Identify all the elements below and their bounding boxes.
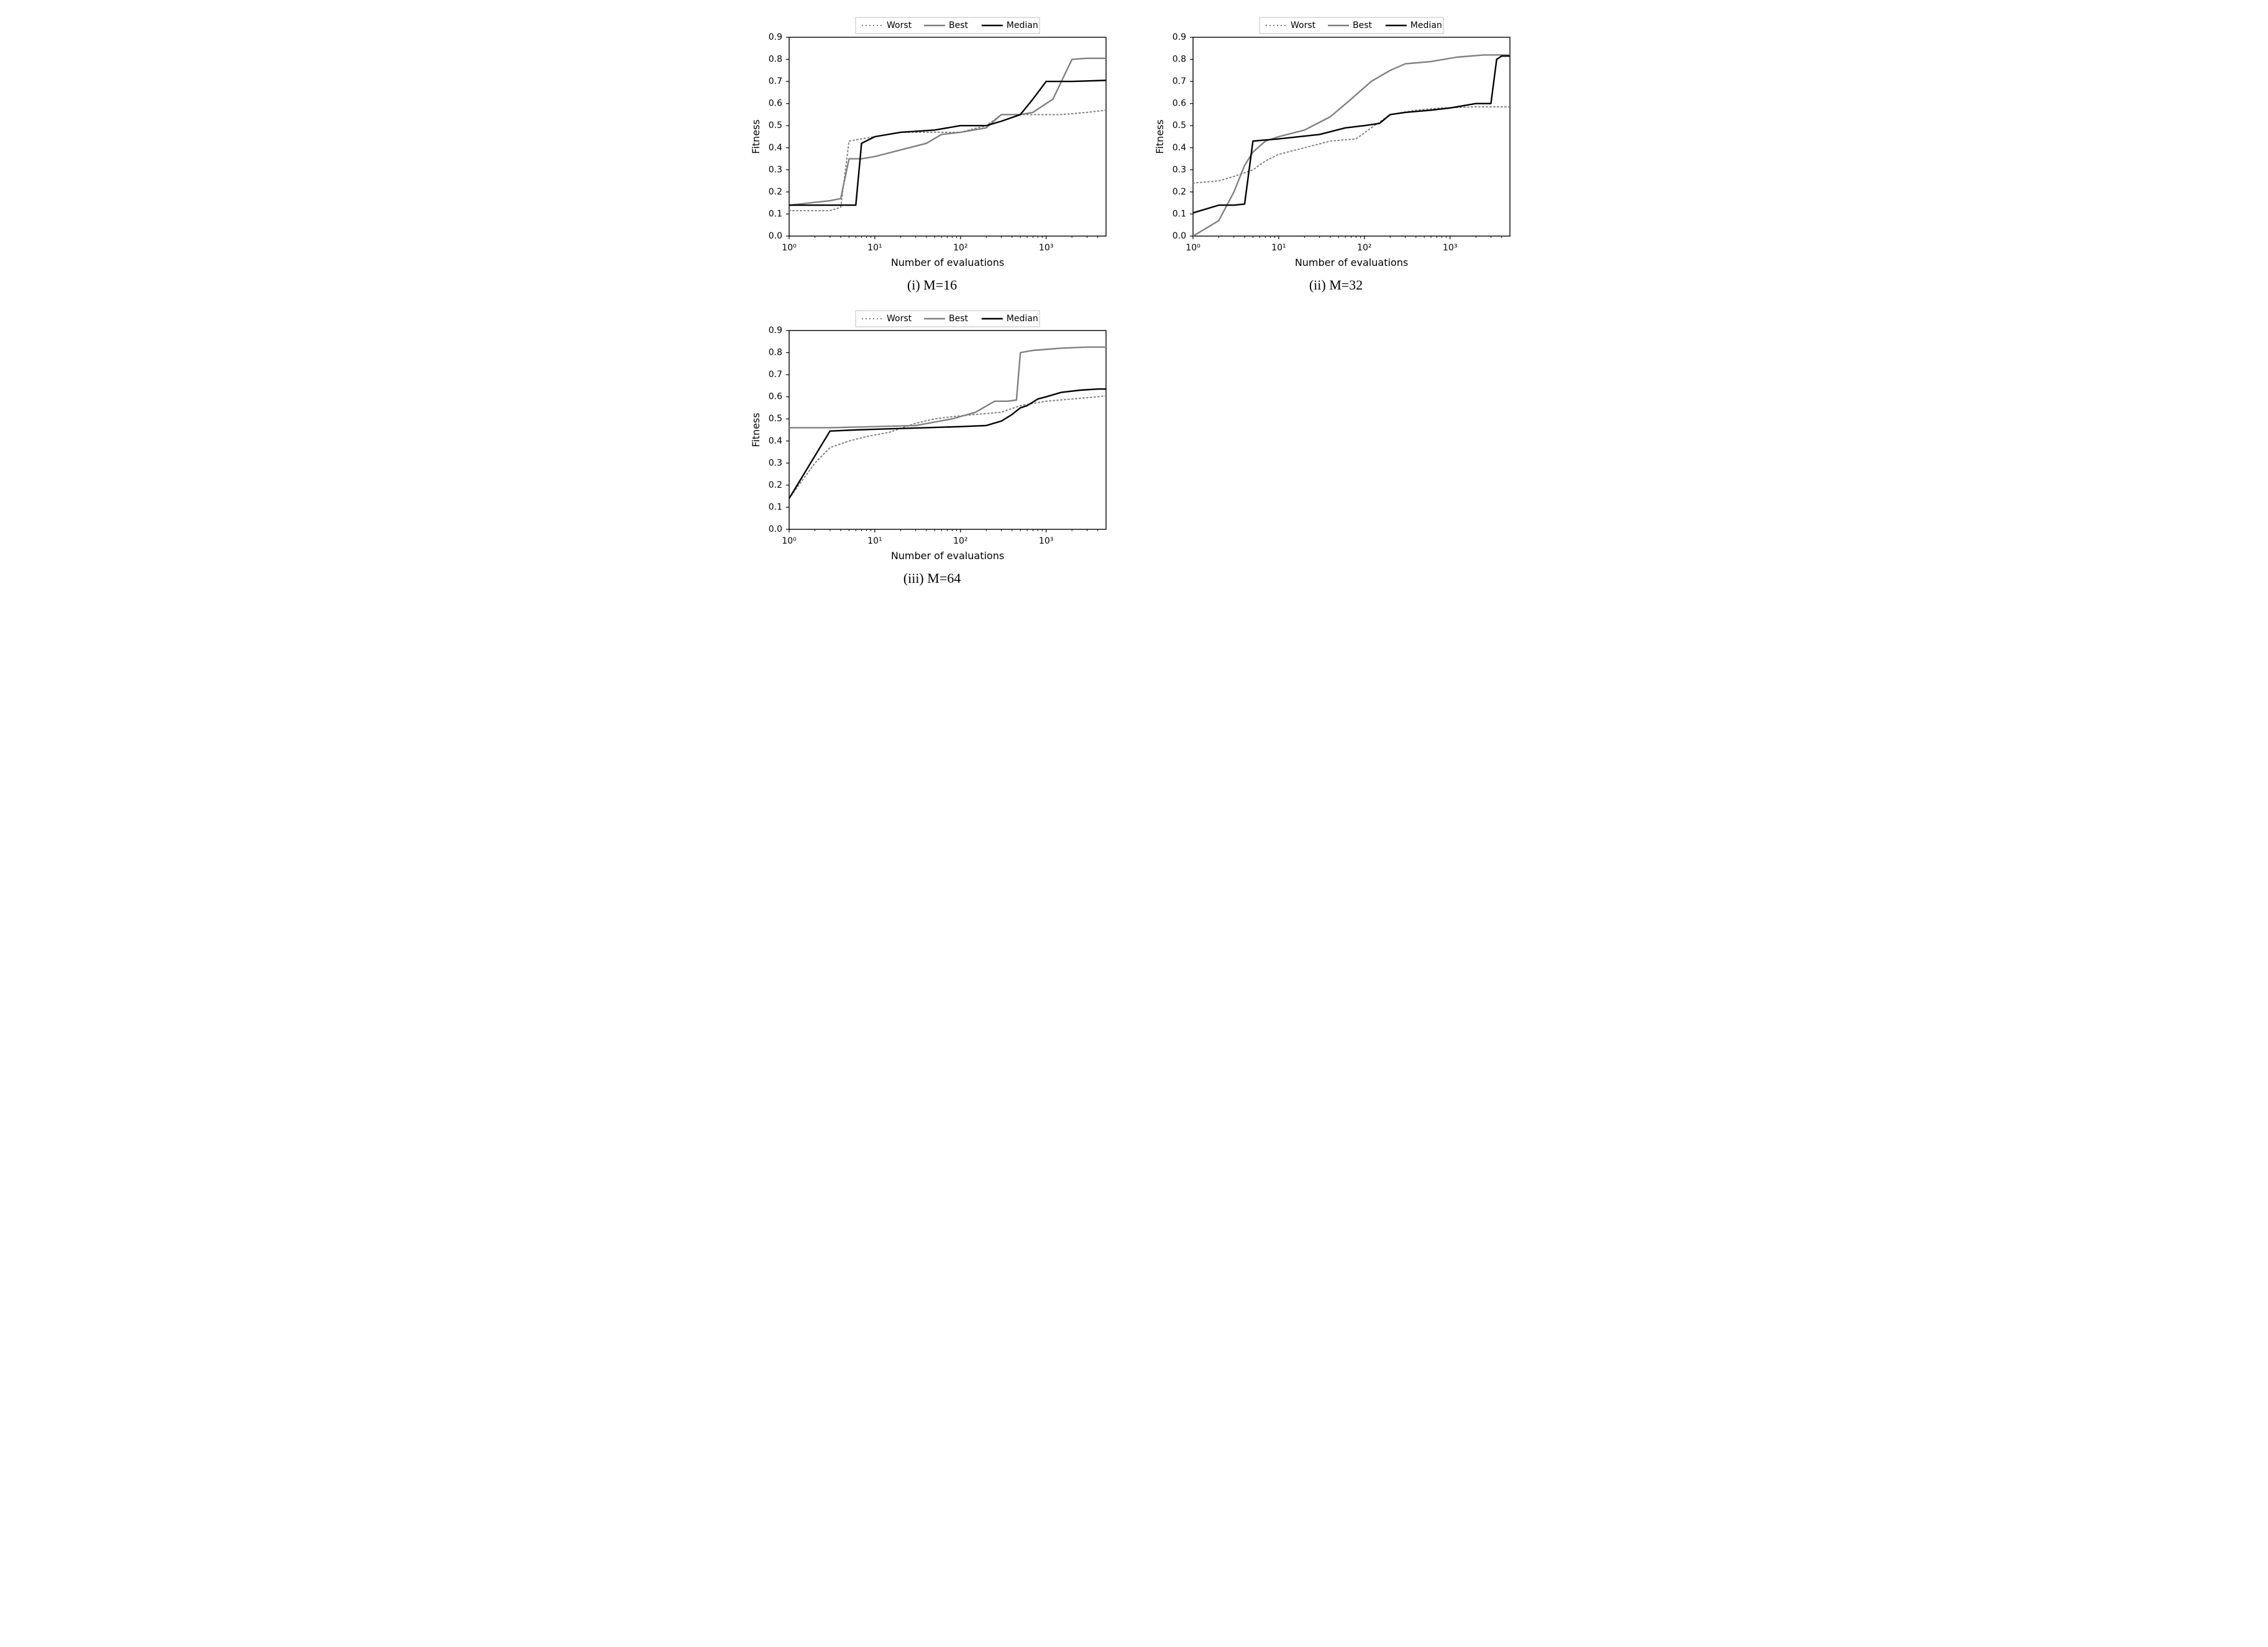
ytick-label: 0.7 bbox=[769, 76, 782, 86]
y-axis-label: Fitness bbox=[750, 413, 762, 447]
panel-caption: (i) M=16 bbox=[907, 277, 957, 293]
legend: Worst Best Median bbox=[1260, 17, 1443, 34]
ytick-label: 0.4 bbox=[769, 143, 782, 153]
ytick-label: 0.3 bbox=[769, 165, 782, 175]
ytick-label: 0.8 bbox=[769, 55, 782, 65]
ytick-label: 0.6 bbox=[769, 392, 782, 402]
legend-label: Worst bbox=[887, 314, 912, 324]
ytick-label: 0.3 bbox=[1173, 165, 1186, 175]
xtick-label: 10² bbox=[953, 536, 967, 546]
ytick-label: 0.7 bbox=[769, 370, 782, 380]
ytick-label: 0.1 bbox=[769, 209, 782, 219]
ytick-label: 0.6 bbox=[769, 99, 782, 109]
figure-grid: 0.0 0.1 0.2 0.3 0.4 0.5 0.6 0.7 0.8 0.9 10⁰ 10¹ 10² 1… bbox=[743, 12, 1525, 586]
xtick-label: 10¹ bbox=[1271, 243, 1286, 253]
ytick-label: 0.2 bbox=[1173, 187, 1186, 197]
ytick-label: 0.5 bbox=[1173, 121, 1186, 130]
y-axis-label: Fitness bbox=[750, 119, 762, 153]
legend-label: Best bbox=[1353, 21, 1373, 30]
ytick-label: 0.9 bbox=[769, 326, 782, 335]
legend-label: Best bbox=[949, 21, 969, 30]
xtick-label: 10² bbox=[1357, 243, 1371, 253]
ytick-label: 0.5 bbox=[769, 414, 782, 424]
x-axis-label: Number of evaluations bbox=[891, 550, 1004, 562]
xtick-label: 10⁰ bbox=[782, 243, 797, 253]
xtick-label: 10¹ bbox=[867, 536, 882, 546]
xtick-label: 10³ bbox=[1039, 536, 1053, 546]
panel-caption: (ii) M=32 bbox=[1309, 277, 1363, 293]
ytick-label: 0.0 bbox=[769, 524, 782, 534]
legend-label: Median bbox=[1007, 21, 1038, 30]
legend-label: Median bbox=[1411, 21, 1442, 30]
ytick-label: 0.7 bbox=[1173, 76, 1186, 86]
ytick-label: 0.8 bbox=[769, 348, 782, 358]
legend-label: Worst bbox=[887, 21, 912, 30]
legend-label: Median bbox=[1007, 314, 1038, 324]
ytick-label: 0.1 bbox=[769, 502, 782, 512]
panel-caption: (iii) M=64 bbox=[903, 570, 961, 586]
legend: Worst Best Median bbox=[856, 17, 1040, 34]
chart-panel-m32: 0.0 0.1 0.2 0.3 0.4 0.5 0.6 0.7 0.8 0.9 10⁰ 10¹ 10² 1… bbox=[1146, 12, 1525, 293]
ytick-label: 0.9 bbox=[1173, 32, 1186, 42]
x-axis-label: Number of evaluations bbox=[1295, 257, 1408, 268]
ytick-label: 0.4 bbox=[1173, 143, 1186, 153]
xtick-label: 10³ bbox=[1039, 243, 1053, 253]
ytick-label: 0.6 bbox=[1173, 99, 1186, 109]
chart-panel-m64: 0.0 0.1 0.2 0.3 0.4 0.5 0.6 0.7 0.8 0.9 10⁰ 10¹ 10² 1… bbox=[743, 306, 1122, 586]
ytick-label: 0.5 bbox=[769, 121, 782, 130]
xtick-label: 10³ bbox=[1443, 243, 1457, 253]
legend: Worst Best Median bbox=[856, 311, 1040, 327]
xtick-label: 10⁰ bbox=[782, 536, 797, 546]
ytick-label: 0.1 bbox=[1173, 209, 1186, 219]
ytick-label: 0.3 bbox=[769, 458, 782, 468]
x-axis-label: Number of evaluations bbox=[891, 257, 1004, 268]
chart-panel-m16: 0.0 0.1 0.2 0.3 0.4 0.5 0.6 0.7 0.8 0.9 10⁰ 10¹ 10² 1… bbox=[743, 12, 1122, 293]
ytick-label: 0.8 bbox=[1173, 55, 1186, 65]
ytick-label: 0.0 bbox=[769, 231, 782, 241]
ytick-label: 0.4 bbox=[769, 436, 782, 446]
y-axis-label: Fitness bbox=[1154, 119, 1166, 153]
ytick-label: 0.2 bbox=[769, 187, 782, 197]
xtick-label: 10² bbox=[953, 243, 967, 253]
ytick-label: 0.0 bbox=[1173, 231, 1186, 241]
ytick-label: 0.2 bbox=[769, 480, 782, 490]
ytick-label: 0.9 bbox=[769, 32, 782, 42]
xtick-label: 10¹ bbox=[867, 243, 882, 253]
legend-label: Best bbox=[949, 314, 969, 324]
legend-label: Worst bbox=[1291, 21, 1316, 30]
xtick-label: 10⁰ bbox=[1186, 243, 1200, 253]
